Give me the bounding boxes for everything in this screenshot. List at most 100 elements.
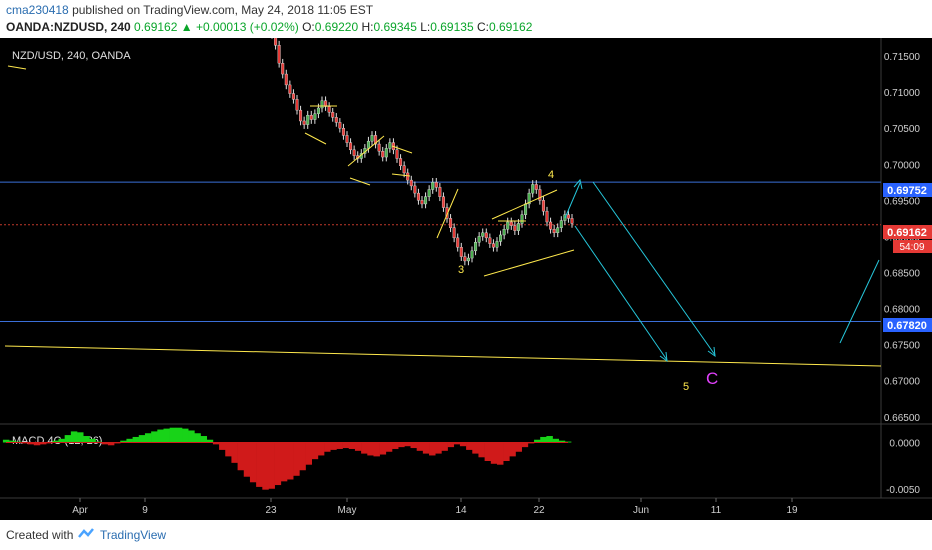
macd-axis[interactable]: 0.0000 -0.0050 — [886, 439, 920, 496]
candle-body — [566, 214, 570, 219]
candle-body — [549, 221, 553, 230]
candle-body — [531, 184, 535, 194]
arrow-down-2[interactable] — [592, 181, 716, 356]
close-value: 0.69162 — [488, 20, 533, 34]
footer: Created with TradingView — [0, 520, 932, 550]
arrow-up-long[interactable] — [839, 259, 880, 344]
badge-countdown-text: 54:09 — [899, 242, 924, 253]
macd-bar — [496, 442, 504, 465]
time-tick-label: Apr — [72, 505, 88, 516]
macd-bar — [188, 430, 195, 443]
long-trendline[interactable] — [4, 345, 882, 367]
candle-body — [313, 113, 317, 120]
macd-bar — [280, 442, 288, 482]
flag2-bottom[interactable] — [391, 173, 411, 177]
macd-bar — [299, 442, 306, 471]
candle-body — [570, 218, 574, 224]
macd-bar — [151, 431, 158, 443]
candle-body — [509, 221, 513, 226]
created-with-text: Created with — [6, 528, 74, 542]
candle-body — [295, 99, 299, 111]
chart-area[interactable]: NZD/USD, 240, OANDA MACD 4C (12, 26) 0.7… — [0, 24, 932, 520]
macd-bar — [466, 442, 473, 450]
macd-bar — [70, 431, 78, 443]
arrow-head-up — [573, 178, 583, 190]
candle-body — [274, 34, 278, 46]
macd-bar — [546, 436, 553, 443]
macd-bar — [453, 442, 461, 445]
macd-bar — [194, 433, 201, 443]
candle-body — [284, 73, 288, 86]
time-axis[interactable]: Apr 9 23 May 14 22 Jun 11 19 — [72, 498, 798, 516]
candle-body — [463, 256, 467, 262]
candle-body — [534, 184, 538, 190]
candle-body — [449, 218, 453, 228]
macd-bar — [435, 442, 442, 454]
arrow-down-1[interactable] — [574, 225, 668, 361]
wave3-leg[interactable] — [436, 188, 459, 239]
badge-resistance[interactable] — [883, 183, 932, 197]
wedge-top[interactable] — [491, 189, 558, 220]
candle-body — [324, 100, 328, 107]
time-tick-label: 23 — [265, 505, 277, 516]
publish-info: cma230418 published on TradingView.com, … — [6, 3, 373, 17]
macd-bar — [515, 442, 522, 452]
candle-body — [438, 187, 442, 197]
price-badges[interactable]: 0.69752 0.69162 54:09 0.67820 — [883, 183, 932, 332]
flag1-bottom[interactable] — [349, 177, 371, 186]
tradingview-link[interactable]: TradingView — [100, 528, 167, 542]
pattern-drawings[interactable] — [4, 65, 882, 367]
last-price: 0.69162 — [134, 20, 178, 34]
badge-support[interactable] — [883, 318, 932, 332]
price-chart[interactable]: NZD/USD, 240, OANDA MACD 4C (12, 26) 0.7… — [0, 24, 932, 520]
macd-bar — [305, 442, 313, 465]
publish-text: published on TradingView.com, May 24, 20… — [72, 3, 374, 17]
tradingview-logo-icon[interactable] — [78, 527, 94, 541]
macd-bar — [219, 442, 226, 450]
macd-bar — [348, 442, 356, 449]
macd-bar — [256, 442, 263, 487]
candle-body — [331, 112, 335, 118]
macd-bar — [212, 442, 220, 445]
macd-bar — [478, 442, 485, 458]
projection-arrows[interactable] — [564, 178, 880, 363]
candle-body — [484, 232, 488, 239]
flag1-top[interactable] — [347, 135, 385, 167]
candle-body — [395, 149, 399, 159]
wave-label-3: 3 — [458, 264, 464, 276]
candle-body — [320, 100, 324, 109]
price-tick-label: 0.70000 — [884, 160, 921, 171]
macd-bar — [336, 442, 343, 449]
triangle-bottom[interactable] — [304, 132, 327, 145]
badge-last-price[interactable] — [883, 225, 932, 239]
macd-bar — [58, 438, 65, 443]
arrow-head-down-2 — [707, 346, 716, 358]
macd-bar — [27, 442, 35, 445]
badge-countdown[interactable] — [893, 240, 932, 253]
macd-bar — [293, 442, 300, 476]
macd-bar — [490, 442, 498, 464]
candle-body — [413, 185, 417, 194]
short-trendline[interactable] — [7, 65, 27, 70]
candle-body — [306, 114, 310, 125]
candle-body — [552, 228, 556, 234]
candle-body — [459, 247, 463, 257]
macd-bar — [225, 442, 232, 457]
wedge-bottom[interactable] — [483, 249, 575, 277]
price-tick-label: 0.66500 — [884, 413, 921, 424]
macd-bar — [249, 442, 257, 483]
candle-body — [334, 117, 338, 123]
author-link[interactable]: cma230418 — [6, 3, 69, 17]
candle-body — [366, 140, 370, 149]
candle-body — [409, 179, 413, 187]
low-value: 0.69135 — [430, 20, 474, 34]
candle-body — [538, 189, 542, 201]
arrow-up-short[interactable] — [564, 182, 581, 219]
flag2-top[interactable] — [391, 145, 413, 154]
macd-bar — [157, 429, 164, 443]
candle-body — [445, 207, 449, 219]
candle-body — [399, 158, 403, 166]
candle-body — [474, 241, 478, 252]
candle-body — [327, 106, 331, 113]
macd-bar — [404, 442, 411, 447]
